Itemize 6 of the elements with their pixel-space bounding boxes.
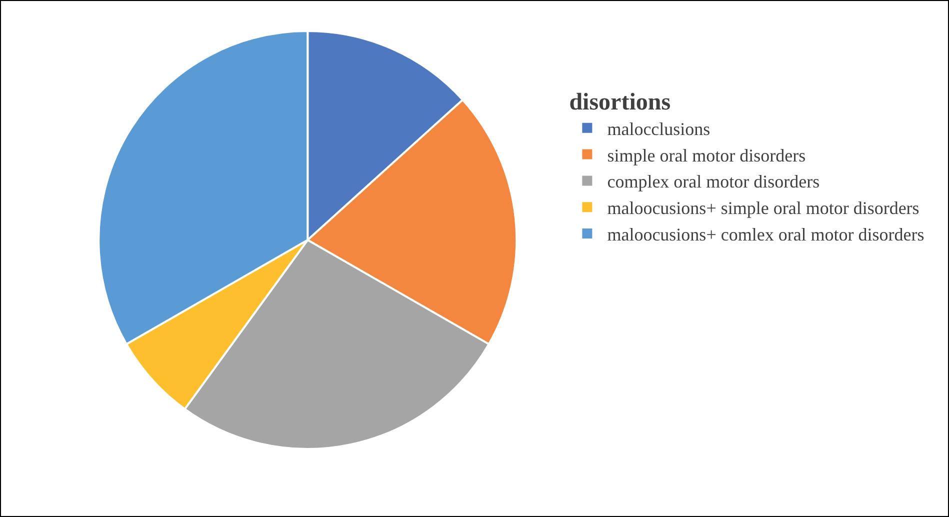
legend-label: complex oral motor disorders <box>607 172 820 192</box>
legend-label: maloocusions+ comlex oral motor disorders <box>607 224 924 245</box>
legend-label: maloocusions+ simple oral motor disorders <box>607 198 920 218</box>
legend-title: disortions <box>569 90 671 116</box>
legend-label: malocclusions <box>607 118 710 139</box>
legend-label: simple oral motor disorders <box>607 145 806 166</box>
